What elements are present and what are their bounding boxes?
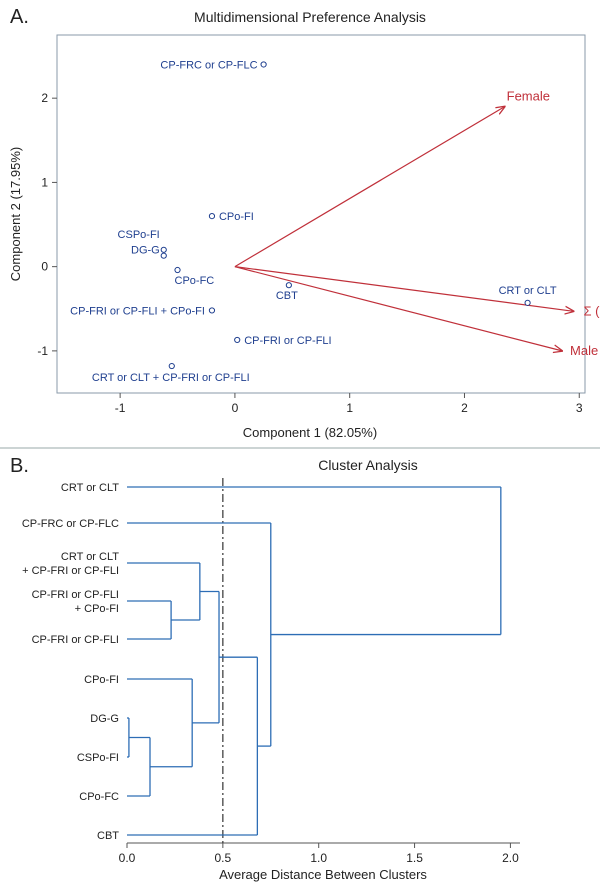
point-label: CP-FRI or CP-FLI + CPo-FI xyxy=(70,305,205,317)
chart-a-y-axis-label: Component 2 (17.95%) xyxy=(8,147,23,281)
panel-b-letter: B. xyxy=(10,455,29,477)
leaf-label: CBT xyxy=(97,830,119,842)
vector-label: Male xyxy=(570,343,598,358)
point-label: CP-FRC or CP-FLC xyxy=(160,59,257,71)
y-tick-label: 1 xyxy=(41,175,48,189)
x-tick-label: 1.0 xyxy=(310,851,327,865)
leaf-label: + CP-FRI or CP-FLI xyxy=(22,565,119,577)
preference-vector xyxy=(234,107,505,268)
leaf-label: CRT or CLT xyxy=(61,551,119,563)
chart-a-plot: -1 0 1 2 3 -1 0 1 2 Female Σ (gender) Male CP-FRC or… xyxy=(37,59,600,415)
point-label: CSPo-FI xyxy=(118,229,160,241)
x-tick-label: 1.5 xyxy=(406,851,423,865)
leaf-label: CP-FRI or CP-FLI xyxy=(32,589,119,601)
x-tick-label: 1 xyxy=(346,401,353,415)
data-point xyxy=(208,307,216,314)
y-tick-label: 0 xyxy=(41,260,48,274)
point-label: DG-G xyxy=(131,245,160,257)
x-tick-label: 2.0 xyxy=(502,851,519,865)
point-label: CP-FRI or CP-FLI xyxy=(244,335,331,347)
data-point xyxy=(168,362,175,370)
chart-a-plot-frame xyxy=(56,34,586,394)
x-tick-label: 0.5 xyxy=(215,851,232,865)
vector-label: Female xyxy=(507,89,550,104)
point-label: CBT xyxy=(276,290,298,302)
x-tick-label: 2 xyxy=(461,401,468,415)
chart-b-plot: 0.0 0.5 1.0 1.5 2.0 CRT or CLT CP-FRC or CP-FL… xyxy=(22,478,520,865)
leaf-label: CRT or CLT xyxy=(61,482,119,494)
data-point xyxy=(160,252,167,259)
leaf-label: CP-FRI or CP-FLI xyxy=(32,634,119,646)
data-point xyxy=(160,246,167,253)
y-tick-label: -1 xyxy=(37,344,48,358)
leaf-label: CPo-FI xyxy=(84,674,119,686)
data-point xyxy=(234,336,241,344)
data-point xyxy=(524,299,531,306)
chart-b-title: Cluster Analysis xyxy=(318,457,418,473)
point-label: CRT or CLT xyxy=(499,285,557,297)
preference-vector xyxy=(234,266,562,351)
data-point xyxy=(208,213,216,220)
vector-label: Σ (gender) xyxy=(584,303,600,318)
y-tick-label: 2 xyxy=(41,91,48,105)
leaf-label: + CPo-FI xyxy=(75,603,119,615)
chart-b-x-axis-label: Average Distance Between Clusters xyxy=(219,867,427,882)
point-label: CPo-FI xyxy=(219,211,254,223)
x-tick-label: -1 xyxy=(115,401,126,415)
chart-a-x-axis-label: Component 1 (82.05%) xyxy=(243,425,377,440)
data-point xyxy=(285,282,292,289)
leaf-label: CSPo-FI xyxy=(77,752,119,764)
leaf-label: CPo-FC xyxy=(79,791,119,803)
point-label: CPo-FC xyxy=(175,275,215,287)
chart-a-title: Multidimensional Preference Analysis xyxy=(194,9,426,25)
point-label: CRT or CLT + CP-FRI or CP-FLI xyxy=(92,372,250,384)
leaf-label: DG-G xyxy=(90,713,119,725)
data-point xyxy=(260,61,267,68)
panel-a-letter: A. xyxy=(10,6,29,28)
x-tick-label: 0.0 xyxy=(119,851,136,865)
leaf-label: CP-FRC or CP-FLC xyxy=(22,518,119,530)
data-point xyxy=(174,266,181,274)
x-tick-label: 0 xyxy=(232,401,239,415)
x-tick-label: 3 xyxy=(576,401,583,415)
preference-vector xyxy=(234,266,574,312)
